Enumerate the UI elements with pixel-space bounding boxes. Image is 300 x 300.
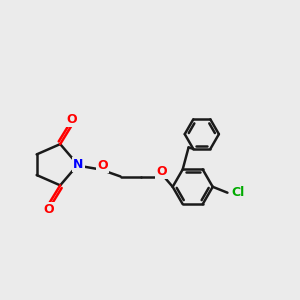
Text: Cl: Cl bbox=[231, 186, 244, 199]
Text: N: N bbox=[73, 158, 84, 171]
Text: O: O bbox=[43, 203, 54, 216]
Text: O: O bbox=[67, 113, 77, 126]
Text: O: O bbox=[98, 159, 108, 172]
Text: O: O bbox=[157, 165, 167, 178]
